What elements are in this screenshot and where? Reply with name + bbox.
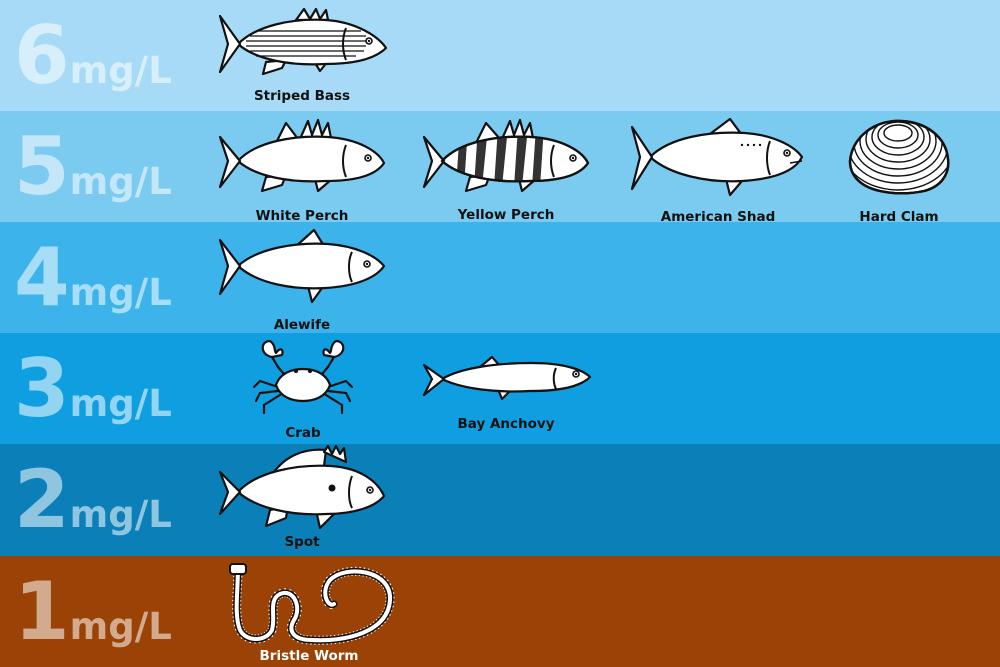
level-value: 1 [14,565,70,658]
alewife-icon [216,228,388,306]
level-2-label: 2 mg/L [14,460,172,540]
level-unit: mg/L [69,49,172,92]
creature-white-perch: White Perch [216,117,388,224]
creature-label: Crab [285,425,321,441]
american-shad-icon [630,115,806,197]
hard-clam-icon [846,115,952,197]
bay-anchovy-icon [420,339,592,417]
level-5-label: 5 mg/L [14,127,172,207]
level-3-label: 3 mg/L [14,349,172,429]
yellow-perch-icon [420,117,592,195]
level-value: 2 [14,453,70,546]
creature-bristle-worm: Bristle Worm [216,560,402,666]
level-unit: mg/L [69,605,172,648]
level-value: 5 [14,120,70,213]
band-1-mg-l: 1 mg/L Bristle Worm [0,556,1000,667]
level-unit: mg/L [69,493,172,536]
creature-label: Spot [284,534,320,550]
crab-icon [250,339,356,417]
band-4-mg-l: 4 mg/L Alewife [0,222,1000,333]
band-5-mg-l: 5 mg/L White Perch [0,111,1000,225]
level-4-label: 4 mg/L [14,238,172,318]
creature-label: Striped Bass [253,88,351,104]
white-perch-icon [216,117,388,195]
creature-label: Alewife [273,317,331,333]
creature-american-shad: American Shad [630,115,806,225]
band-6-mg-l: 6 mg/L [0,0,1000,111]
creature-yellow-perch: Yellow Perch [420,117,592,223]
creature-label: Bristle Worm [259,648,359,664]
level-unit: mg/L [69,382,172,425]
creature-label: White Perch [255,208,349,224]
creature-bay-anchovy: Bay Anchovy [420,339,592,439]
creature-label: American Shad [660,209,776,225]
spot-icon [216,444,388,532]
level-value: 6 [14,9,70,102]
creature-spot: Spot [216,444,388,552]
creature-alewife: Alewife [216,228,388,333]
creature-striped-bass: Striped Bass [216,6,388,106]
creature-label: Yellow Perch [457,207,555,223]
striped-bass-icon [216,6,388,78]
creature-label: Bay Anchovy [457,416,555,432]
band-3-mg-l: 3 mg/L Crab [0,333,1000,444]
creature-crab: Crab [250,339,356,441]
band-2-mg-l: 2 mg/L Spot [0,444,1000,556]
level-value: 3 [14,342,70,435]
level-1-label: 1 mg/L [14,572,172,652]
creature-hard-clam: Hard Clam [846,115,952,225]
level-unit: mg/L [69,271,172,314]
bristle-worm-icon [216,560,402,645]
creature-label: Hard Clam [859,209,939,225]
level-6-label: 6 mg/L [14,16,172,96]
level-unit: mg/L [69,160,172,203]
level-value: 4 [14,231,70,324]
